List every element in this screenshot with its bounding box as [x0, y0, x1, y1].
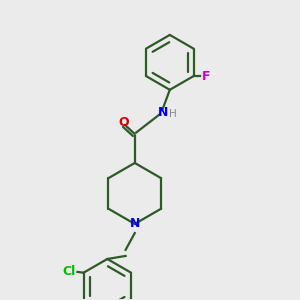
- Text: N: N: [158, 106, 168, 119]
- Text: Cl: Cl: [62, 265, 75, 278]
- Text: O: O: [118, 116, 129, 129]
- Text: N: N: [130, 218, 140, 230]
- Text: H: H: [169, 109, 177, 119]
- Text: F: F: [202, 70, 211, 83]
